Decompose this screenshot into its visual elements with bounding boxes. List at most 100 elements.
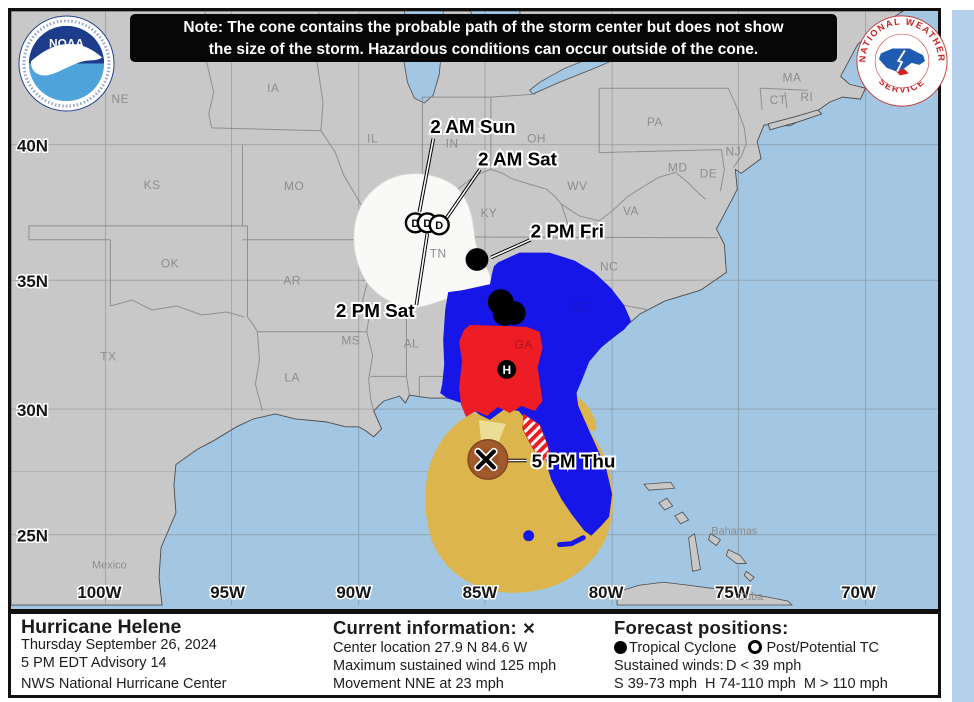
- svg-text:D: D: [411, 218, 419, 230]
- time-label-2-am-sun: 2 AM Sun: [430, 116, 515, 137]
- time-label-5-pm-thu: 5 PM Thu: [532, 450, 616, 471]
- wind-h: H 74-110 mph: [705, 675, 796, 692]
- state-label-ma: MA: [783, 70, 802, 84]
- state-label-ri: RI: [800, 90, 813, 104]
- state-label-sc: SC: [572, 300, 590, 314]
- state-label-il: IL: [367, 132, 378, 146]
- forecast-time-labels: 2 AM Sun 2 AM Sat 2 PM Fri 2 PM Sat 5 PM Thu: [334, 114, 618, 474]
- agency-name: NWS National Hurricane Center: [21, 676, 227, 693]
- svg-text:D: D: [423, 218, 431, 230]
- state-label-in: IN: [446, 137, 459, 151]
- lon-label-75W: 75W: [715, 583, 750, 602]
- lat-label-35N: 35N: [17, 272, 48, 291]
- state-label-pa: PA: [647, 115, 663, 129]
- keys-warning-strip: [556, 535, 586, 548]
- noaa-ring-text: [22, 19, 111, 108]
- state-label-de: DE: [700, 166, 718, 180]
- nws-us-map-icon: [878, 48, 926, 72]
- advisory-number: 5 PM EDT Advisory 14: [21, 655, 167, 672]
- lat-label-25N: 25N: [17, 527, 48, 546]
- time-label-2-am-sat: 2 AM Sat: [478, 148, 558, 169]
- state-label-ne: NE: [112, 92, 130, 106]
- lon-label-70W: 70W: [841, 583, 876, 602]
- note-line-1: Note: The cone contains the probable pat…: [183, 19, 784, 36]
- dry-tortugas-warning: [523, 530, 535, 542]
- noaa-seagull-icon: [30, 43, 103, 76]
- state-label-al: AL: [404, 337, 420, 351]
- wind-m: M > 110 mph: [803, 675, 888, 692]
- sustained-winds-label: Sustained winds:: [614, 657, 724, 674]
- forecast-markers: H D D D: [404, 212, 526, 481]
- state-label-oh: OH: [527, 132, 546, 146]
- center-location: Center location 27.9 N 84.6 W: [333, 640, 528, 656]
- tropical-cyclone-dot-fri: [465, 248, 489, 271]
- lon-label-90W: 90W: [336, 583, 371, 602]
- post-potential-label: Post/Potential TC: [766, 640, 880, 656]
- lat-label-40N: 40N: [17, 137, 48, 156]
- state-label-nj: NJ: [726, 145, 742, 159]
- tropical-cyclone-label: Tropical Cyclone: [629, 640, 737, 656]
- lon-label-85W: 85W: [463, 583, 498, 602]
- depression-position-markers: D D D: [404, 212, 450, 236]
- noaa-wordmark: NOAA: [49, 37, 84, 51]
- map-frame: H D D D: [8, 8, 948, 612]
- axis-labels: 40N 35N 30N 25N 100W 95W 90W 85W 80W 75W 70W: [15, 135, 877, 603]
- noaa-logo: NOAA: [18, 15, 115, 112]
- current-information: Current information: ✕ Center location 2…: [333, 617, 608, 694]
- state-label-mo: MO: [284, 179, 304, 193]
- place-label-cuba: Cuba: [737, 591, 764, 603]
- current-position-x-icon: [474, 447, 498, 472]
- max-wind: Maximum sustained wind 125 mph: [333, 657, 557, 674]
- land-long-island: [767, 109, 823, 131]
- time-label-2-pm-sat: 2 PM Sat: [336, 300, 415, 321]
- state-label-nc: NC: [600, 259, 618, 273]
- tropical-cyclone-dot-icon: [614, 641, 627, 654]
- movement: Movement NNE at 23 mph: [333, 675, 504, 692]
- current-x-icon: ✕: [522, 621, 536, 638]
- wind-s: S 39-73 mph: [614, 675, 698, 692]
- state-label-tx: TX: [100, 350, 116, 364]
- current-position-marker: [467, 438, 509, 481]
- state-label-wv: WV: [567, 179, 587, 193]
- state-label-ga: GA: [515, 338, 533, 352]
- lon-label-100W: 100W: [77, 583, 121, 602]
- lon-label-80W: 80W: [589, 583, 624, 602]
- hatched-warning-segment: [522, 413, 551, 461]
- lon-label-95W: 95W: [210, 583, 245, 602]
- legend-symbols-row: Tropical Cyclone Post/Potential TC: [614, 640, 936, 658]
- nws-lightning-icon: [896, 49, 906, 72]
- forecast-positions-legend: Forecast positions: Tropical Cyclone Post…: [614, 617, 936, 694]
- leader-lines: [414, 138, 532, 463]
- info-panel: Hurricane Helene Thursday September 26, …: [8, 612, 941, 698]
- state-label-ar: AR: [283, 273, 301, 287]
- state-label-ct: CT: [770, 93, 787, 107]
- state-labels: NE IA IL IN OH PA MA CT RI NJ MD DE WV VA KY TN NC MO KS AR…: [100, 70, 813, 384]
- storm-name: Hurricane Helene: [21, 616, 182, 638]
- state-label-ks: KS: [144, 178, 161, 192]
- place-labels: Mexico Bahamas Cuba: [92, 526, 764, 603]
- wind-d: D < 39 mph: [726, 657, 802, 674]
- page-side-strip: [952, 10, 974, 702]
- state-label-ia: IA: [267, 81, 279, 95]
- state-label-md: MD: [668, 160, 688, 174]
- state-label-va: VA: [623, 204, 639, 218]
- current-info-title: Current information: ✕: [333, 617, 536, 638]
- storm-summary: Hurricane Helene Thursday September 26, …: [21, 617, 321, 694]
- advisory-date: Thursday September 26, 2024: [21, 637, 217, 654]
- sustained-winds-row: Sustained winds: D < 39 mph: [614, 658, 936, 676]
- note-banner: Note: The cone contains the probable pat…: [130, 14, 837, 62]
- nws-logo: NATIONAL WEATHER SERVICE: [856, 15, 948, 107]
- time-label-2-pm-fri: 2 PM Fri: [531, 221, 604, 242]
- place-label-mexico: Mexico: [92, 559, 127, 571]
- state-label-ky: KY: [480, 206, 497, 220]
- state-label-tn: TN: [430, 247, 447, 261]
- forecast-position-black-area: [487, 289, 526, 326]
- forecast-cone-map: H D D D: [11, 11, 938, 609]
- islands: [616, 481, 793, 606]
- state-label-ok: OK: [161, 256, 179, 270]
- wind-categories-row: S 39-73 mph H 74-110 mph M > 110 mph: [614, 676, 936, 694]
- hurricane-position-marker: H: [497, 359, 517, 379]
- state-label-ms: MS: [341, 334, 360, 348]
- state-label-la: LA: [284, 370, 300, 384]
